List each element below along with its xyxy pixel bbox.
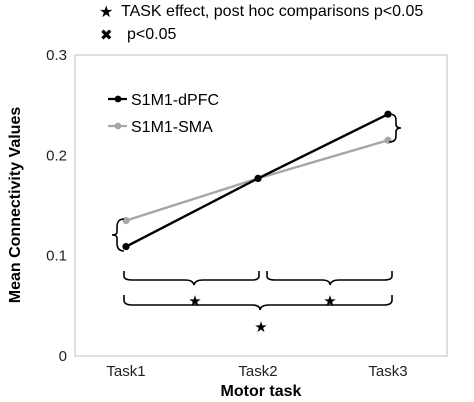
y-axis-title: Mean Connectivity Values: [7, 107, 24, 304]
x-tick-label: Task2: [238, 363, 277, 380]
task2-task3-bracket: [266, 271, 393, 286]
series-lines: [122, 110, 392, 251]
legend-marker-s1m1-dpfc: [114, 95, 122, 103]
legend-marker-s1m1-sma: [114, 122, 122, 130]
x-axis-title: Motor task: [221, 383, 302, 400]
task1-vs-task3-star: ★: [254, 318, 267, 336]
legend-label-s1m1-dpfc: S1M1-dPFC: [131, 92, 219, 109]
task2-vs-task3-star: ★: [323, 292, 336, 310]
y-tick-label: 0.3: [46, 47, 67, 64]
x-tick-label: Task1: [106, 363, 145, 380]
task1-task2-bracket: [123, 271, 260, 286]
data-point-s1m1-sma-task1: [122, 216, 130, 225]
legend-label-s1m1-sma: S1M1-SMA: [131, 119, 213, 136]
plot-area: [74, 54, 448, 357]
data-point-s1m1-dpfc-task3: [384, 110, 392, 118]
cross-note-text: p<0.05: [127, 26, 176, 43]
x-tick-labels: Task1 Task2 Task3: [106, 363, 407, 380]
x-tick-label: Task3: [368, 363, 407, 380]
task1-difference-bracket: [111, 218, 125, 252]
task1-vs-task2-star: ★: [188, 292, 201, 310]
cross-note-symbol: ✖: [100, 26, 113, 44]
task1-task3-bracket: [123, 295, 393, 311]
star-note-symbol: ★: [99, 2, 113, 21]
star-note-text: TASK effect, post hoc comparisons p<0.05: [121, 3, 423, 20]
y-tick-label: 0.1: [46, 248, 67, 265]
data-point-s1m1-sma-task3: [384, 136, 392, 144]
significance-annotations: ★ ★ ★: [111, 113, 402, 336]
data-point-s1m1-dpfc-task2: [254, 174, 262, 183]
data-point-s1m1-dpfc-task1: [122, 243, 130, 251]
y-tick-labels: 0 0.1 0.2 0.3: [46, 47, 67, 365]
y-tick-label: 0.2: [46, 147, 67, 164]
task3-difference-bracket: [388, 113, 402, 143]
legend: S1M1-dPFC S1M1-SMA: [108, 92, 219, 136]
y-tick-label: 0: [59, 348, 67, 365]
